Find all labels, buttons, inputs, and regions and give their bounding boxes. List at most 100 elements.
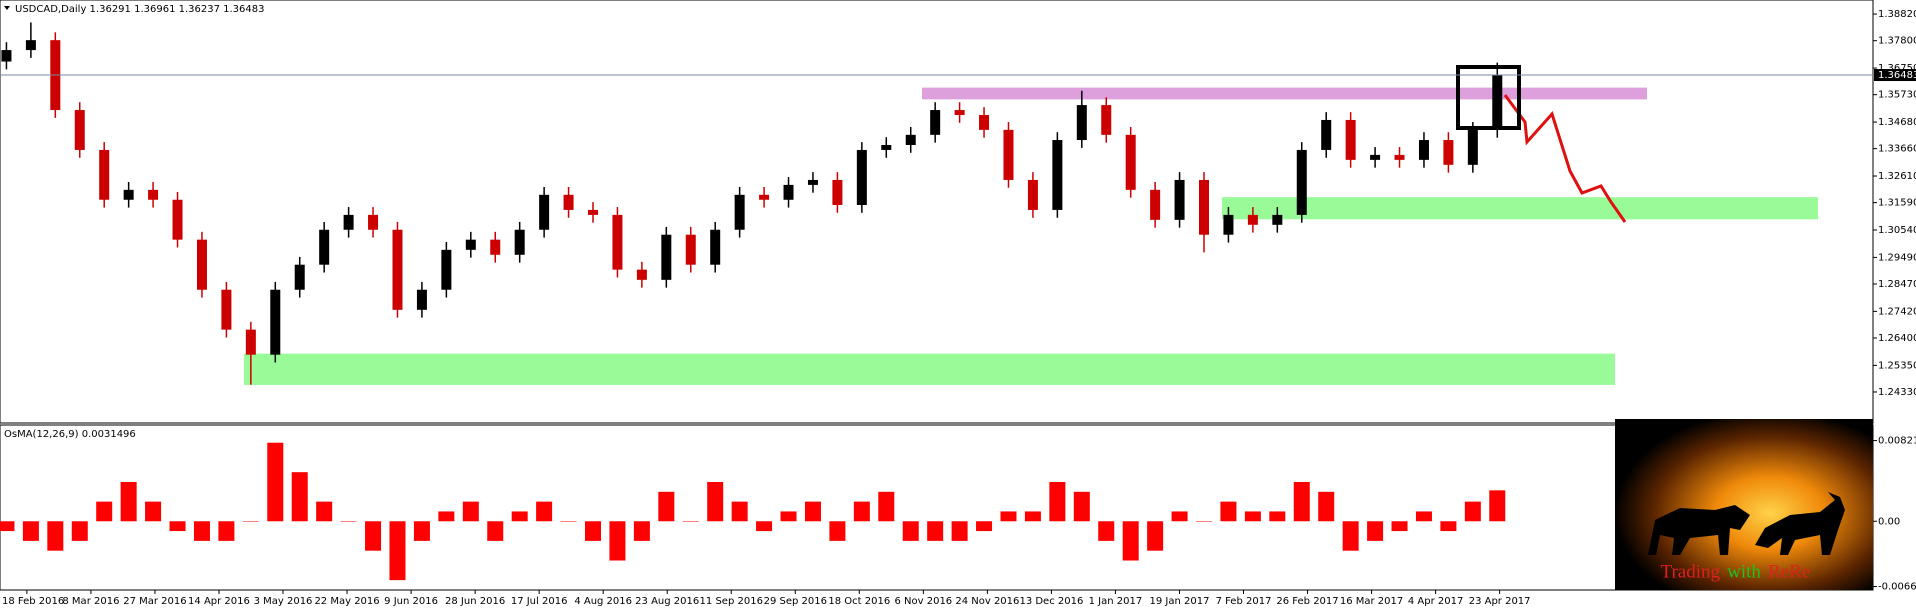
osma-bar (1196, 521, 1213, 522)
x-tick-label: 22 May 2016 (314, 596, 379, 607)
candle-body (99, 149, 110, 200)
osma-bar (169, 521, 186, 532)
menu-arrow (4, 6, 10, 10)
osma-bar (413, 521, 430, 541)
candle-body (1003, 129, 1014, 180)
candle-body (392, 229, 403, 310)
x-tick-label: 3 May 2016 (254, 596, 313, 607)
x-tick-label: 6 Nov 2016 (894, 596, 952, 607)
osma-bar (1293, 481, 1310, 522)
osma-bar (71, 521, 88, 541)
osma-bar (438, 511, 455, 522)
osma-bar (389, 521, 406, 581)
candle-body (563, 194, 574, 210)
candle-body (1150, 189, 1161, 220)
candle-body (1101, 105, 1112, 135)
candle-body (1174, 179, 1185, 220)
y-tick-label: 0.00 (1878, 516, 1900, 527)
candle-body (490, 239, 501, 255)
candle-body (1076, 105, 1087, 141)
osma-bar (340, 521, 357, 522)
osma-bar (145, 501, 162, 522)
x-tick-label: 29 Sep 2016 (764, 596, 827, 607)
logo-text: Trading (1661, 561, 1721, 582)
x-tick-label: 23 Apr 2017 (1469, 596, 1531, 607)
osma-bar (878, 491, 895, 522)
y-tick-label: -0.00665 (1878, 582, 1916, 593)
y-tick-label: 1.31590 (1878, 198, 1916, 209)
logo-text: with (1727, 561, 1761, 582)
osma-bar (1415, 511, 1432, 522)
osma-bar (193, 521, 210, 541)
candle-body (1027, 179, 1038, 210)
osma-bar (242, 521, 259, 522)
osma-bar (585, 521, 602, 541)
candle-body (148, 189, 159, 200)
osma-bar (267, 442, 284, 522)
osma-bar (1440, 521, 1457, 532)
candle-body (954, 110, 965, 116)
y-tick-label: 1.35730 (1878, 90, 1916, 101)
osma-bar (365, 521, 382, 551)
osma-bar (609, 521, 626, 561)
candle-body (221, 289, 232, 330)
osma-bar (976, 521, 993, 532)
x-tick-label: 28 Jun 2016 (445, 596, 505, 607)
osma-bar (511, 511, 528, 522)
candle-body (1296, 149, 1307, 215)
osma-bar (1244, 511, 1261, 522)
y-tick-label: 1.28470 (1878, 279, 1916, 290)
osma-bar (120, 481, 137, 522)
x-tick-label: 26 Feb 2017 (1276, 596, 1338, 607)
candle-body (1370, 154, 1381, 160)
candle-body (1247, 214, 1258, 225)
x-tick-label: 14 Apr 2016 (188, 596, 250, 607)
candle-body (294, 264, 305, 290)
osma-bar (756, 521, 773, 532)
y-tick-label: 1.32610 (1878, 171, 1916, 182)
candle-body (1223, 214, 1234, 235)
candle-body (881, 144, 892, 150)
osma-bar (22, 521, 39, 541)
osma-bar (1024, 511, 1041, 522)
y-tick-label: 1.24330 (1878, 387, 1916, 398)
osma-bar (1269, 511, 1286, 522)
candle-body (685, 234, 696, 265)
candle-body (1052, 140, 1063, 210)
osma-bar (682, 521, 699, 522)
osma-bar (560, 521, 577, 522)
candle-body (832, 179, 843, 205)
y-tick-label: 1.25350 (1878, 360, 1916, 371)
x-tick-label: 9 Jun 2016 (384, 596, 438, 607)
candle-body (416, 289, 427, 310)
zone (244, 353, 1615, 385)
candle-body (1467, 129, 1478, 165)
y-tick-label: 1.34680 (1878, 117, 1916, 128)
x-tick-label: 24 Nov 2016 (955, 596, 1019, 607)
osma-bar (0, 521, 15, 532)
x-tick-label: 16 Mar 2017 (1340, 596, 1403, 607)
candle-body (636, 269, 647, 280)
osma-bar (707, 481, 724, 522)
x-tick-label: 13 Dec 2016 (1019, 596, 1083, 607)
osma-bar (1147, 521, 1164, 551)
osma-bar (47, 521, 64, 551)
x-tick-label: 11 Sep 2016 (700, 596, 763, 607)
y-tick-label: 1.30540 (1878, 225, 1916, 236)
candle-body (1443, 140, 1454, 165)
candle-body (734, 194, 745, 230)
x-tick-label: 1 Jan 2017 (1089, 596, 1143, 607)
x-tick-label: 27 Mar 2016 (123, 596, 186, 607)
candle-body (1, 50, 12, 62)
y-tick-label: 1.33660 (1878, 144, 1916, 155)
y-tick-label: 1.26400 (1878, 333, 1916, 344)
osma-bar (829, 521, 846, 541)
osma-bar (902, 521, 919, 541)
osma-bar (218, 521, 235, 541)
indicator-title: OsMA(12,26,9) 0.0031496 (4, 429, 136, 440)
current-price-label: 1.36483 (1878, 70, 1916, 81)
osma-bar (1220, 501, 1237, 522)
zone (1222, 197, 1818, 220)
candle-body (588, 209, 599, 215)
